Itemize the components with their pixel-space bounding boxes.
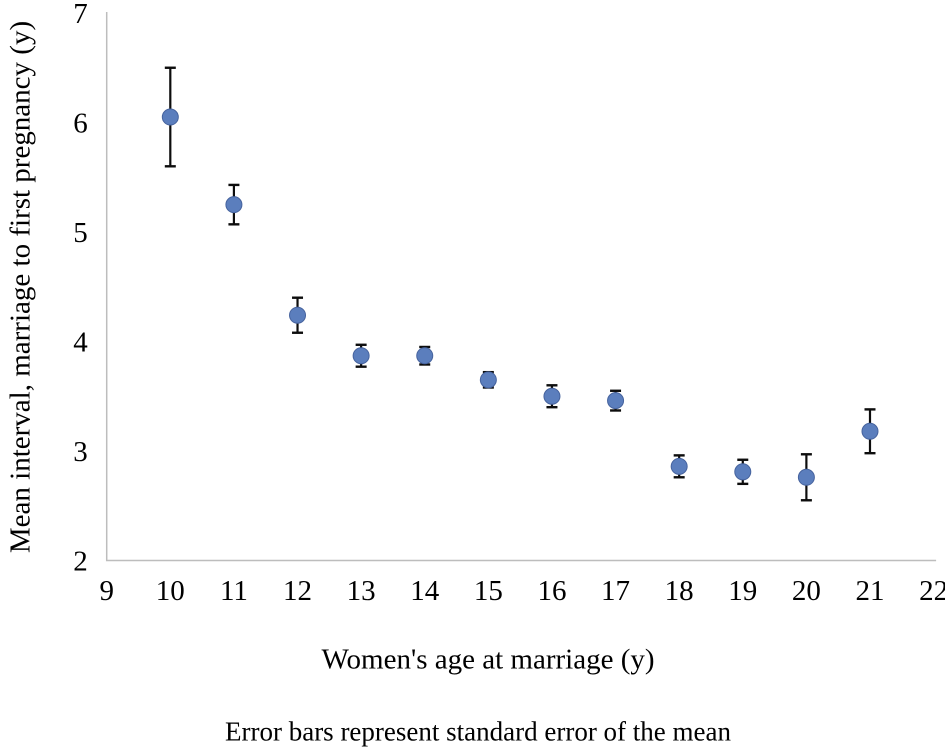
x-axis-title: Women's age at marriage (y) [321,643,655,676]
data-point-age-20 [797,468,815,486]
axis-lines [105,12,937,562]
data-point-age-21 [861,422,879,440]
y-tick-label-2: 2 [73,546,88,578]
x-tick-label-13: 13 [347,575,376,607]
x-tick-label-14: 14 [410,575,440,607]
x-tick-label-19: 19 [728,575,757,607]
x-tick-label-9: 9 [99,575,114,607]
y-tick-label-5: 5 [73,217,88,249]
x-tick-label-17: 17 [601,575,630,607]
x-tick-label-21: 21 [855,575,884,607]
data-point-age-11 [225,196,243,214]
y-axis-title: Mean interval, marriage to first pregnan… [4,20,37,554]
data-point-age-12 [289,306,307,324]
x-tick-label-15: 15 [474,575,503,607]
x-tick-label-10: 10 [156,575,185,607]
data-point-age-10 [161,108,179,126]
x-tick-label-22: 22 [919,575,945,607]
data-point-age-13 [352,347,370,365]
y-tick-label-6: 6 [73,108,88,140]
x-tick-label-12: 12 [283,575,312,607]
data-point-age-18 [670,457,688,475]
error-bar-caption: Error bars represent standard error of t… [224,716,732,747]
y-tick-label-4: 4 [73,327,88,359]
y-tick-label-3: 3 [73,436,88,468]
y-tick-label-7: 7 [73,0,88,30]
x-tick-label-20: 20 [792,575,821,607]
data-point-age-16 [543,387,561,405]
data-point-age-17 [607,392,625,410]
x-tick-label-11: 11 [220,575,248,607]
data-point-age-19 [734,463,752,481]
x-tick-label-18: 18 [665,575,694,607]
data-point-age-14 [416,347,434,365]
data-point-age-15 [479,371,497,389]
x-tick-label-16: 16 [537,575,566,607]
